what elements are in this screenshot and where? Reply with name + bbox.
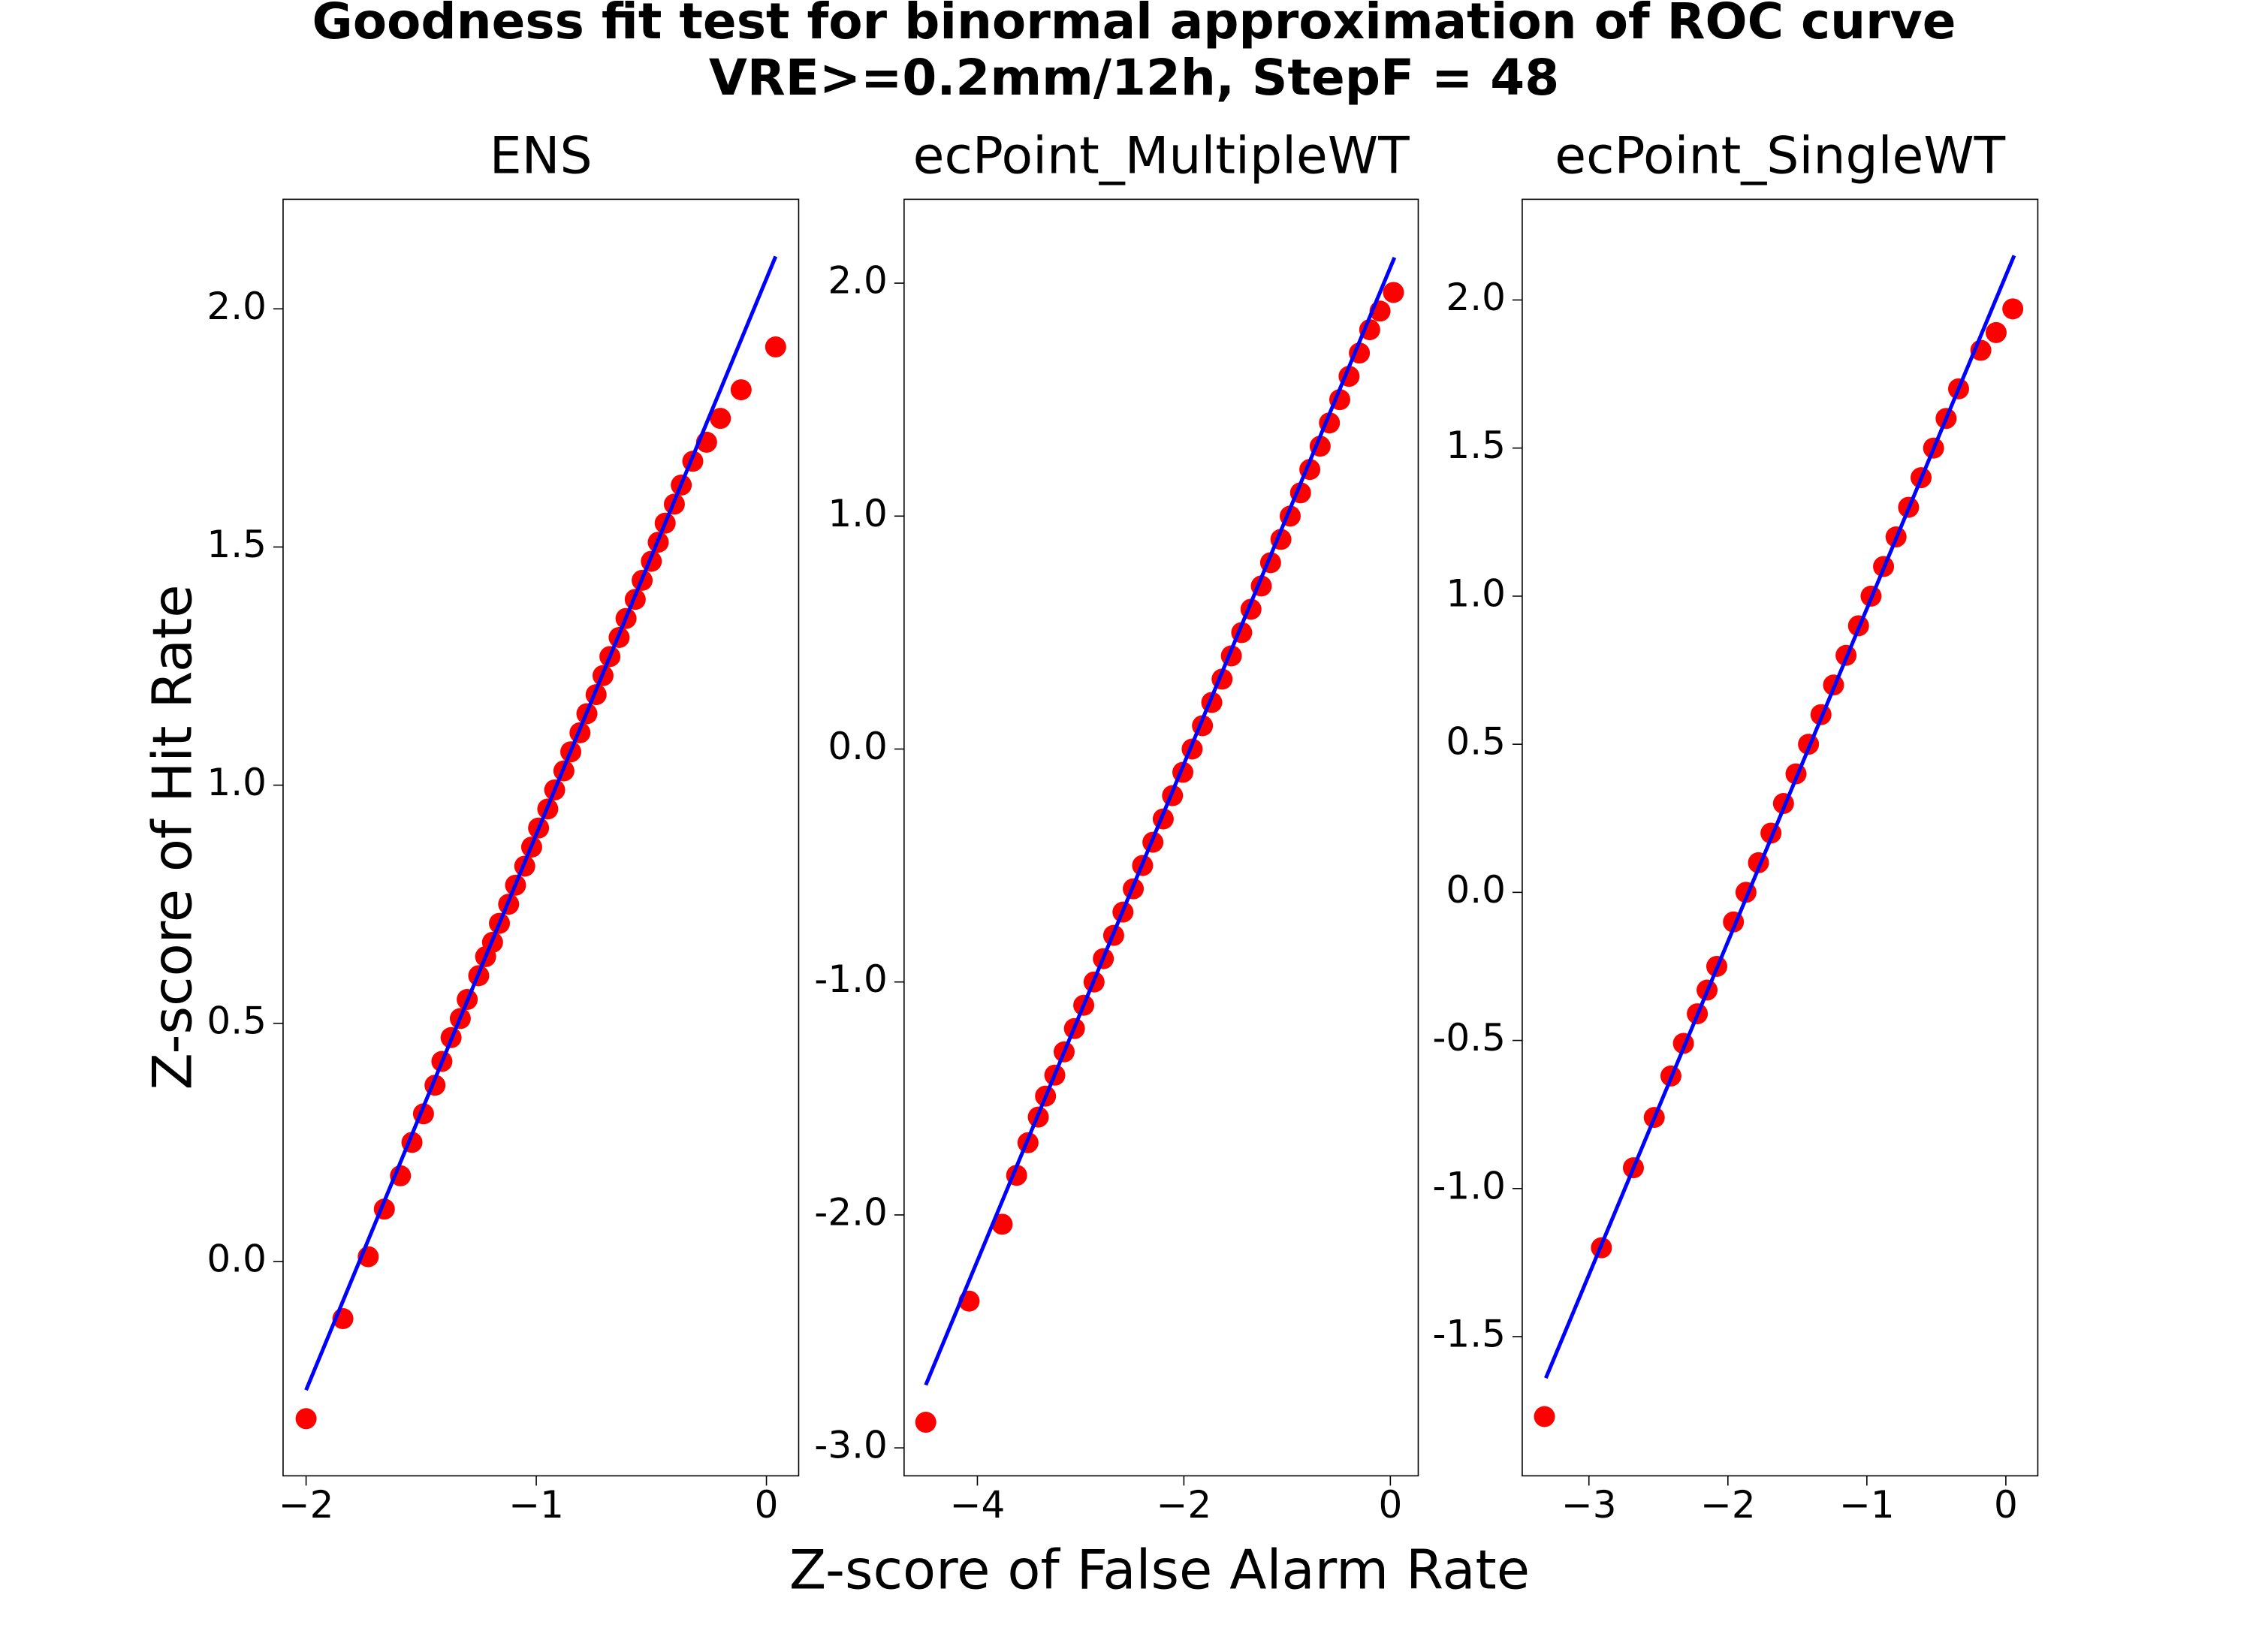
x-tick-label: −3 <box>1561 1483 1617 1527</box>
y-axis-label: Z-score of Hit Rate <box>141 584 204 1090</box>
x-tick-label: −1 <box>1839 1483 1895 1527</box>
figure-title: Goodness fit test for binormal approxima… <box>312 0 1956 50</box>
plot-frame <box>1522 198 2039 1477</box>
subplot-title: ecPoint_SingleWT <box>1555 127 2005 186</box>
data-point <box>765 336 786 358</box>
y-tick-label: 0.0 <box>207 1237 267 1280</box>
y-tick-label: 0.5 <box>1446 720 1506 764</box>
y-tick-label: 2.0 <box>207 285 267 328</box>
data-point <box>1534 1406 1555 1427</box>
y-tick-label: -1.0 <box>1432 1164 1506 1207</box>
subplot-title: ENS <box>490 127 593 186</box>
data-point <box>1359 319 1380 341</box>
x-tick-label: −2 <box>279 1483 334 1527</box>
data-point <box>991 1213 1013 1235</box>
subplot: ecPoint_SingleWT −3 −2 −1 0 -1.5 -1.0 -0.5 0.0 0.… <box>1432 127 2039 1527</box>
y-tick-label: 2.0 <box>828 259 888 303</box>
y-tick-label: -1.0 <box>814 957 888 1001</box>
x-tick-label: −2 <box>1157 1483 1212 1527</box>
x-tick-label: 0 <box>1994 1483 2018 1527</box>
y-tick-label: -3.0 <box>814 1424 888 1467</box>
plot-frame <box>903 198 1419 1477</box>
x-tick-label: 0 <box>1378 1483 1402 1527</box>
data-point <box>1985 321 2007 343</box>
data-point <box>915 1412 936 1433</box>
x-axis-label: Z-score of False Alarm Rate <box>789 1539 1530 1602</box>
y-tick-label: 0.5 <box>207 999 267 1042</box>
data-point <box>710 408 731 430</box>
subplot-title: ecPoint_MultipleWT <box>913 127 1410 186</box>
x-tick-label: 0 <box>755 1483 779 1527</box>
subplot: ENS −2 −1 0 0.0 0.5 1.0 1.5 2.0 <box>207 127 800 1527</box>
subplot: ecPoint_MultipleWT −4 −2 0 -3.0 -2.0 -1.0 0.0 1.… <box>814 127 1419 1527</box>
figure-subtitle: VRE>=0.2mm/12h, StepF = 48 <box>709 49 1559 107</box>
x-tick-label: −2 <box>1700 1483 1756 1527</box>
y-tick-label: 1.0 <box>207 761 267 804</box>
y-tick-label: -2.0 <box>814 1190 888 1234</box>
y-tick-label: -0.5 <box>1432 1016 1506 1060</box>
x-tick-label: −1 <box>508 1483 564 1527</box>
y-tick-label: 0.0 <box>828 725 888 768</box>
fit-line <box>924 256 1397 1386</box>
data-point <box>730 379 752 401</box>
x-tick-label: −4 <box>950 1483 1006 1527</box>
data-point <box>295 1408 317 1430</box>
y-tick-label: 1.5 <box>207 523 267 566</box>
data-point <box>1383 282 1404 303</box>
fit-line <box>1544 255 2016 1379</box>
y-tick-label: 1.0 <box>1446 571 1506 615</box>
y-tick-label: 0.0 <box>1446 868 1506 912</box>
plot-frame <box>282 198 800 1477</box>
y-tick-label: 1.5 <box>1446 424 1506 467</box>
y-tick-label: 1.0 <box>828 492 888 535</box>
y-tick-label: -1.5 <box>1432 1313 1506 1356</box>
fit-line <box>304 255 778 1391</box>
data-point <box>2002 298 2024 320</box>
y-tick-label: 2.0 <box>1446 276 1506 319</box>
